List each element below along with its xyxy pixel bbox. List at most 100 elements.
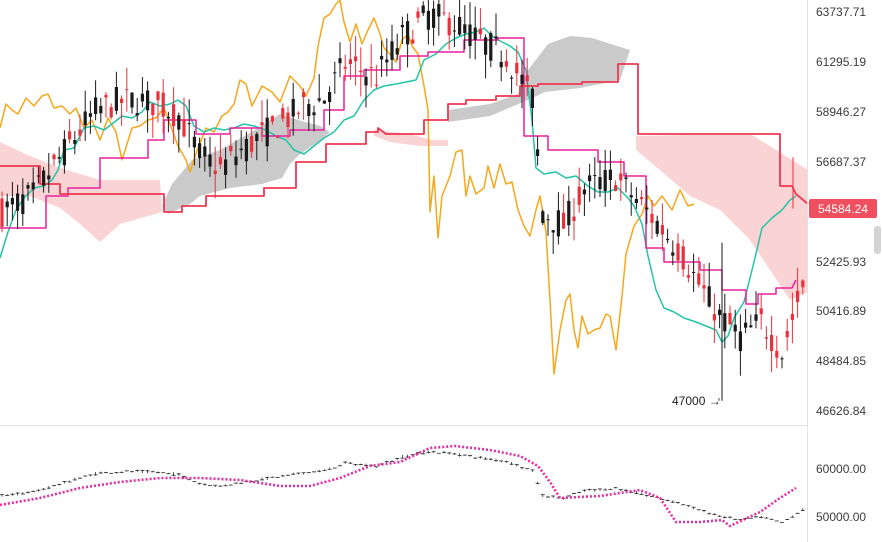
candle-body [239, 148, 243, 151]
candle-body [140, 93, 144, 102]
candle-body [608, 169, 612, 181]
candle-body [68, 131, 72, 140]
candle-body [0, 198, 4, 227]
candle-body [213, 170, 217, 175]
candle-body [744, 322, 748, 328]
candle-body [146, 90, 150, 111]
candle-body [73, 140, 77, 144]
y-tick-label: 50416.89 [816, 304, 866, 318]
candle-body [156, 91, 160, 101]
candle-body [712, 314, 716, 321]
price-axis: 63737.71 61295.19 58946.27 56687.37 52425.93… [816, 5, 866, 418]
candle-body [520, 74, 524, 85]
candle-body [692, 272, 696, 274]
cloud-bearish-area [448, 36, 630, 122]
line-series-3 [0, 37, 797, 305]
candle-body [593, 175, 597, 177]
candle-body [338, 58, 342, 64]
y-tick-label: 63737.71 [816, 5, 866, 19]
candle-body [582, 189, 586, 195]
candle-body [619, 173, 623, 181]
candle-body [265, 117, 269, 147]
candle-body [364, 76, 368, 86]
candle-body [785, 330, 789, 338]
candle-body [203, 146, 207, 157]
candle-body [182, 119, 186, 137]
candle-body [749, 325, 753, 328]
candle-body [603, 170, 607, 191]
candlestick-series [0, 0, 805, 401]
candle-body [359, 70, 363, 73]
candle-body [728, 312, 732, 325]
candle-body [177, 115, 181, 130]
candle-body [296, 112, 300, 114]
candle-body [489, 33, 493, 61]
last-price-tag-label: 54584.24 [818, 202, 868, 216]
candle-body [255, 133, 259, 141]
candle-body [671, 252, 675, 256]
candle-body [676, 243, 680, 261]
candle-body [151, 103, 155, 116]
sub-price-panel[interactable] [0, 444, 805, 528]
candle-body [629, 195, 633, 198]
candle-body [369, 67, 373, 69]
candle-body [551, 230, 555, 233]
candle-body [47, 175, 51, 180]
candle-body [380, 55, 384, 60]
candle-body [640, 197, 644, 200]
candle-body [395, 48, 399, 55]
candle-body [281, 108, 285, 119]
candle-body [374, 84, 378, 86]
candle-body [499, 62, 503, 68]
candle-body [645, 207, 649, 210]
candle-body [390, 41, 394, 60]
candle-body [666, 238, 670, 241]
candle-body [354, 56, 358, 62]
candle-body [546, 219, 550, 221]
candle-body [406, 21, 410, 45]
candle-body [764, 337, 768, 339]
candle-body [525, 75, 529, 82]
candle-body [494, 36, 498, 39]
candle-body [801, 280, 805, 288]
candle-body [16, 193, 20, 211]
candle-body [244, 138, 248, 162]
axis-scrollbar[interactable] [874, 226, 881, 254]
candle-body [738, 331, 742, 352]
candle-body [572, 216, 576, 222]
candle-body [541, 211, 545, 224]
candle-body [718, 309, 722, 316]
candle-body [224, 159, 228, 175]
candle-body [614, 185, 618, 191]
candle-body [42, 170, 46, 186]
candle-body [432, 8, 436, 28]
candle-body [260, 122, 264, 126]
candle-body [567, 200, 571, 226]
candle-body [5, 201, 9, 208]
candle-body [234, 156, 238, 166]
candle-body [328, 91, 332, 102]
candle-body [166, 116, 170, 119]
candle-body [702, 285, 706, 289]
candle-body [172, 104, 176, 127]
candle-body [452, 30, 456, 32]
main-price-panel[interactable] [0, 0, 809, 401]
candle-body [348, 59, 352, 65]
candle-body [10, 198, 14, 205]
candle-body [161, 92, 165, 117]
candle-body [302, 92, 306, 98]
candle-body [478, 28, 482, 35]
candle-body [754, 314, 758, 321]
candle-body [468, 24, 472, 47]
candle-body [510, 77, 514, 79]
candle-body [400, 24, 404, 28]
candle-body [198, 143, 202, 159]
candle-body [707, 286, 711, 307]
candle-body [473, 27, 477, 40]
candle-body [322, 100, 326, 104]
candle-body [515, 62, 519, 74]
candle-body [426, 10, 430, 30]
candle-body [655, 220, 659, 234]
